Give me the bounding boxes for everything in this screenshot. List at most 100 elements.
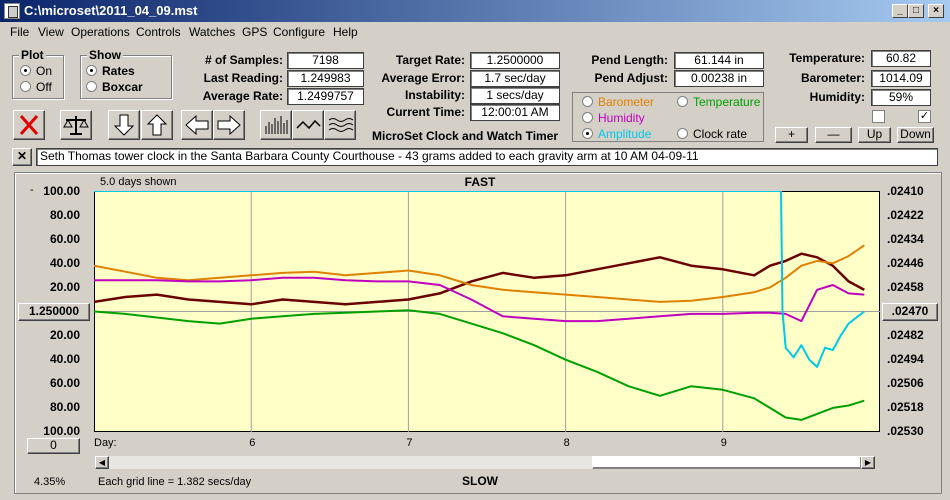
plot-group: Plot xyxy=(12,48,64,99)
instability-label: Instability: xyxy=(404,88,465,102)
average-rate-field: 1.2499757 xyxy=(287,88,364,105)
fast-label: FAST xyxy=(464,175,496,189)
series-amplitude-radio[interactable]: Amplitude xyxy=(582,127,651,141)
right-tick: .02530 xyxy=(887,424,924,438)
left-tick: 80.00 xyxy=(49,400,80,414)
pend-length-label: Pend Length: xyxy=(591,53,668,67)
red-x-icon xyxy=(19,115,39,135)
center-right-button[interactable]: .02470 xyxy=(882,303,938,321)
scroll-right-arrow-icon[interactable]: ▶ xyxy=(861,456,875,469)
scrollbar-thumb[interactable] xyxy=(592,456,862,469)
series-line-amplitude xyxy=(94,191,865,368)
menu-gps[interactable]: GPS xyxy=(242,25,268,39)
days-shown-label: 5.0 days shown xyxy=(100,176,177,188)
right-tick: .02506 xyxy=(887,376,924,390)
left-tick: 40.00 xyxy=(49,352,80,366)
scroll-left-arrow-icon[interactable]: ◀ xyxy=(95,456,109,469)
series-temperature-radio[interactable]: Temperature xyxy=(677,95,760,109)
right-tick: .02494 xyxy=(887,352,924,366)
plus-button[interactable]: + xyxy=(775,127,808,143)
option-checkbox-2[interactable]: ✓ xyxy=(918,110,931,123)
radio-selected-icon xyxy=(582,128,593,139)
wave-view-button[interactable] xyxy=(324,110,356,140)
right-tick: .02410 xyxy=(887,184,924,198)
left-tick: 60.00 xyxy=(49,376,80,390)
note-close-button[interactable]: ✕ xyxy=(12,148,32,166)
scroll-left-button[interactable] xyxy=(181,110,213,140)
samples-field: 7198 xyxy=(287,52,364,69)
up-button[interactable]: Up xyxy=(858,127,891,143)
slow-label: SLOW xyxy=(462,474,498,488)
menu-bar: File View Operations Controls Watches GP… xyxy=(0,22,950,42)
minus-button[interactable]: — xyxy=(815,127,852,143)
show-boxcar-radio[interactable]: Boxcar xyxy=(86,80,143,94)
wave-lines-icon xyxy=(328,118,354,132)
x-tick-label: 6 xyxy=(249,437,256,449)
zero-button[interactable]: 0 xyxy=(27,438,80,454)
plot-area[interactable] xyxy=(94,191,880,432)
maximize-button[interactable]: □ xyxy=(908,4,924,18)
radio-empty-icon xyxy=(20,81,31,92)
show-rates-radio[interactable]: Rates xyxy=(86,64,135,78)
radio-selected-icon xyxy=(20,65,31,76)
note-input[interactable]: Seth Thomas tower clock in the Santa Bar… xyxy=(36,148,938,166)
pend-adjust-label: Pend Adjust: xyxy=(594,71,668,85)
line-view-button[interactable] xyxy=(292,110,324,140)
clear-button[interactable] xyxy=(13,110,45,140)
average-rate-label: Average Rate: xyxy=(202,89,283,103)
day-label: Day: xyxy=(94,437,117,449)
plot-group-label: Plot xyxy=(19,48,46,62)
menu-file[interactable]: File xyxy=(10,25,30,39)
radio-empty-icon xyxy=(86,81,97,92)
menu-help[interactable]: Help xyxy=(333,25,358,39)
option-checkbox-1[interactable] xyxy=(872,110,885,123)
series-line-barometer xyxy=(94,244,865,303)
scroll-up-button[interactable] xyxy=(141,110,173,140)
target-rate-field[interactable]: 1.2500000 xyxy=(470,52,560,69)
center-rate-button[interactable]: 1.250000 xyxy=(18,303,90,321)
horizontal-scrollbar[interactable]: ◀ ▶ xyxy=(94,455,876,470)
minimize-button[interactable]: _ xyxy=(892,4,908,18)
left-tick: 100.00 xyxy=(43,424,80,438)
menu-controls[interactable]: Controls xyxy=(136,25,181,39)
scroll-down-button[interactable] xyxy=(108,110,140,140)
menu-configure[interactable]: Configure xyxy=(273,25,326,39)
arrow-left-icon xyxy=(185,114,209,136)
down-button[interactable]: Down xyxy=(897,127,934,143)
balance-scale-icon xyxy=(63,116,89,135)
bar-graph-icon xyxy=(265,116,288,134)
plot-grid xyxy=(94,191,880,432)
menu-watches[interactable]: Watches xyxy=(189,25,236,39)
series-select-box xyxy=(572,92,764,142)
samples-label: # of Samples: xyxy=(204,53,283,67)
series-barometer-radio[interactable]: Barometer xyxy=(582,95,654,109)
show-group: Show xyxy=(80,48,172,99)
title-bar: C:\microset\2011_04_09.mst _ □ × xyxy=(0,0,950,22)
series-clock-rate-radio[interactable]: Clock rate xyxy=(677,127,747,141)
temperature-field: 60.82 xyxy=(871,50,931,67)
plot-on-radio[interactable]: On xyxy=(20,64,52,78)
radio-empty-icon xyxy=(677,96,688,107)
series-humidity-radio[interactable]: Humidity xyxy=(582,111,645,125)
percent-label: 4.35% xyxy=(34,476,66,488)
pend-length-field[interactable]: 61.144 in xyxy=(674,52,764,69)
radio-empty-icon xyxy=(677,128,688,139)
close-window-button[interactable]: × xyxy=(928,4,944,18)
menu-view[interactable]: View xyxy=(38,25,64,39)
left-tick: 20.00 xyxy=(49,280,80,294)
line-graph-icon xyxy=(296,119,321,130)
show-group-label: Show xyxy=(87,48,123,62)
barometer-field: 1014.09 xyxy=(871,70,931,87)
balance-button[interactable] xyxy=(60,110,92,140)
app-icon[interactable] xyxy=(4,3,20,19)
bar-view-button[interactable] xyxy=(260,110,292,140)
menu-operations[interactable]: Operations xyxy=(71,25,130,39)
plot-off-radio[interactable]: Off xyxy=(20,80,52,94)
average-error-field: 1.7 sec/day xyxy=(470,70,560,87)
scroll-right-button[interactable] xyxy=(213,110,245,140)
right-tick: .02434 xyxy=(887,232,924,246)
app-name-label: MicroSet Clock and Watch Timer xyxy=(372,129,559,143)
temperature-label: Temperature: xyxy=(789,51,865,65)
series-line-clock_rate xyxy=(94,252,865,306)
x-tick-label: 7 xyxy=(406,437,413,449)
